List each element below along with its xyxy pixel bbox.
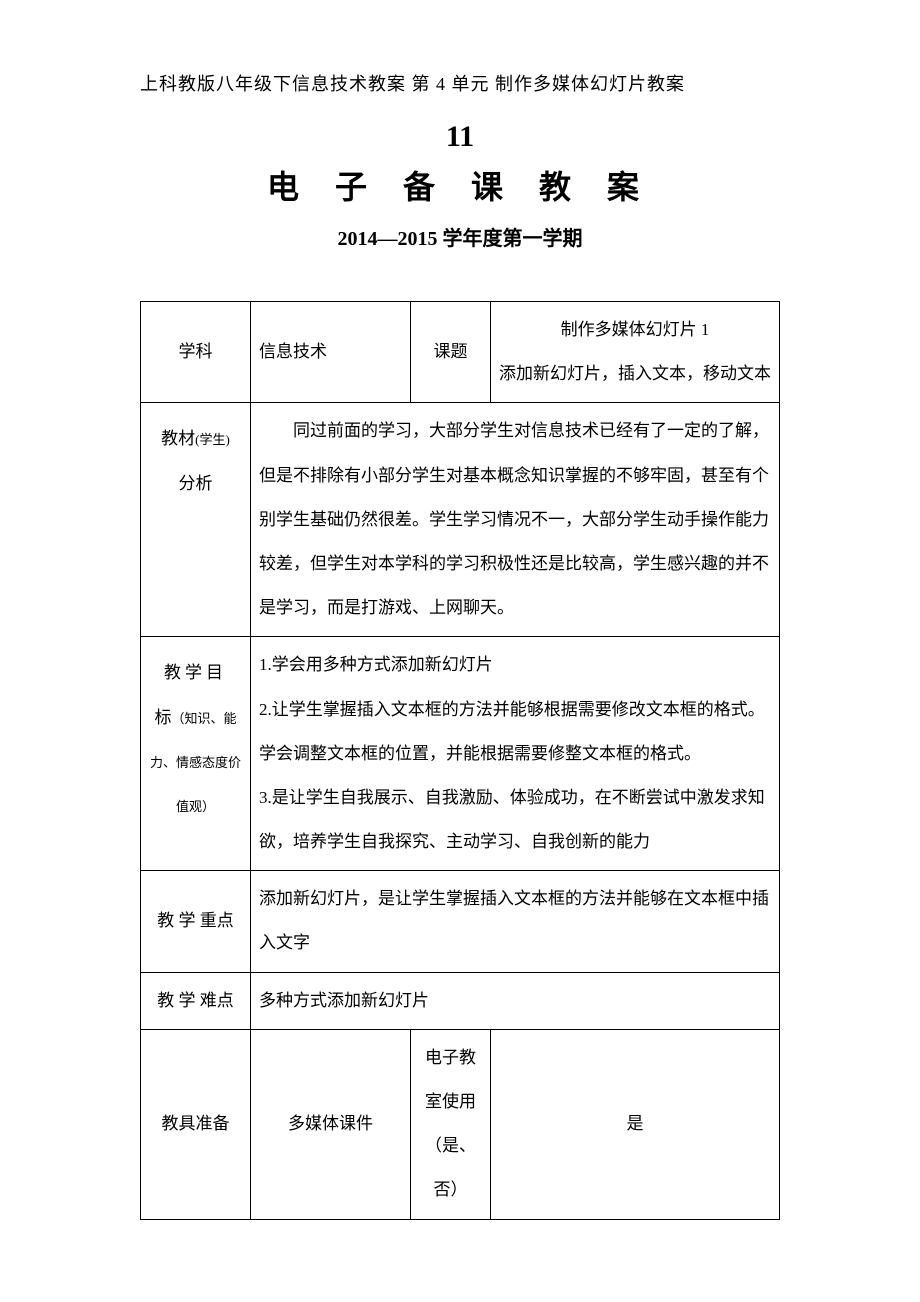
lesson-plan-table: 学科 信息技术 课题 制作多媒体幻灯片 1 添加新幻灯片，插入文本，移动文本 教… <box>140 301 780 1220</box>
table-row: 教学目 标（知识、能力、情感态度价值观） 1.学会用多种方式添加新幻灯片 2.让… <box>141 637 780 871</box>
label-subject: 学科 <box>141 302 251 403</box>
value-topic: 制作多媒体幻灯片 1 添加新幻灯片，插入文本，移动文本 <box>491 302 780 403</box>
value-keypoint: 添加新幻灯片，是让学生掌握插入文本框的方法并能够在文本框中插入文字 <box>251 871 780 972</box>
table-row: 教 学 难点 多种方式添加新幻灯片 <box>141 972 780 1029</box>
label-material: 教材 <box>161 429 195 448</box>
label-difficulty: 教 学 难点 <box>141 972 251 1029</box>
label-objectives: 教学目 标（知识、能力、情感态度价值观） <box>141 637 251 871</box>
semester-year-start: 2014 <box>338 228 378 250</box>
table-row: 教材(学生) 分析 同过前面的学习，大部分学生对信息技术已经有了一定的了解，但是… <box>141 403 780 637</box>
table-row: 教具准备 多媒体课件 电子教室使用（是、否） 是 <box>141 1029 780 1219</box>
value-eclass: 是 <box>491 1029 780 1219</box>
topic-line-1: 制作多媒体幻灯片 1 <box>499 308 771 352</box>
label-analysis: 分析 <box>179 474 213 493</box>
value-material-analysis: 同过前面的学习，大部分学生对信息技术已经有了一定的了解，但是不排除有小部分学生对… <box>251 403 780 637</box>
value-tools: 多媒体课件 <box>251 1029 411 1219</box>
label-objectives-1: 教学目 <box>164 663 227 682</box>
table-row: 学科 信息技术 课题 制作多媒体幻灯片 1 添加新幻灯片，插入文本，移动文本 <box>141 302 780 403</box>
label-topic: 课题 <box>411 302 491 403</box>
header-breadcrumb: 上科教版八年级下信息技术教案 第 4 单元 制作多媒体幻灯片教案 <box>140 70 780 96</box>
value-objectives: 1.学会用多种方式添加新幻灯片 2.让学生掌握插入文本框的方法并能够根据需要修改… <box>251 637 780 871</box>
label-tools: 教具准备 <box>141 1029 251 1219</box>
lesson-number: 11 <box>140 120 780 154</box>
value-difficulty: 多种方式添加新幻灯片 <box>251 972 780 1029</box>
label-eclass: 电子教室使用（是、否） <box>411 1029 491 1219</box>
value-subject: 信息技术 <box>251 302 411 403</box>
main-title: 电 子 备 课 教 案 <box>140 162 780 208</box>
document-page: 上科教版八年级下信息技术教案 第 4 单元 制作多媒体幻灯片教案 11 电 子 … <box>0 0 920 1280</box>
label-material-analysis: 教材(学生) 分析 <box>141 403 251 637</box>
semester-line: 2014—2015 学年度第一学期 <box>140 222 780 251</box>
topic-line-2: 添加新幻灯片，插入文本，移动文本 <box>499 352 771 396</box>
table-row: 教 学 重点 添加新幻灯片，是让学生掌握插入文本框的方法并能够在文本框中插入文字 <box>141 871 780 972</box>
semester-dash: — <box>378 228 398 250</box>
label-objectives-2: 标 <box>154 708 171 727</box>
label-keypoint: 教 学 重点 <box>141 871 251 972</box>
label-student-small: (学生) <box>195 432 230 447</box>
semester-year-end: 2015 学年度第一学期 <box>398 228 583 250</box>
